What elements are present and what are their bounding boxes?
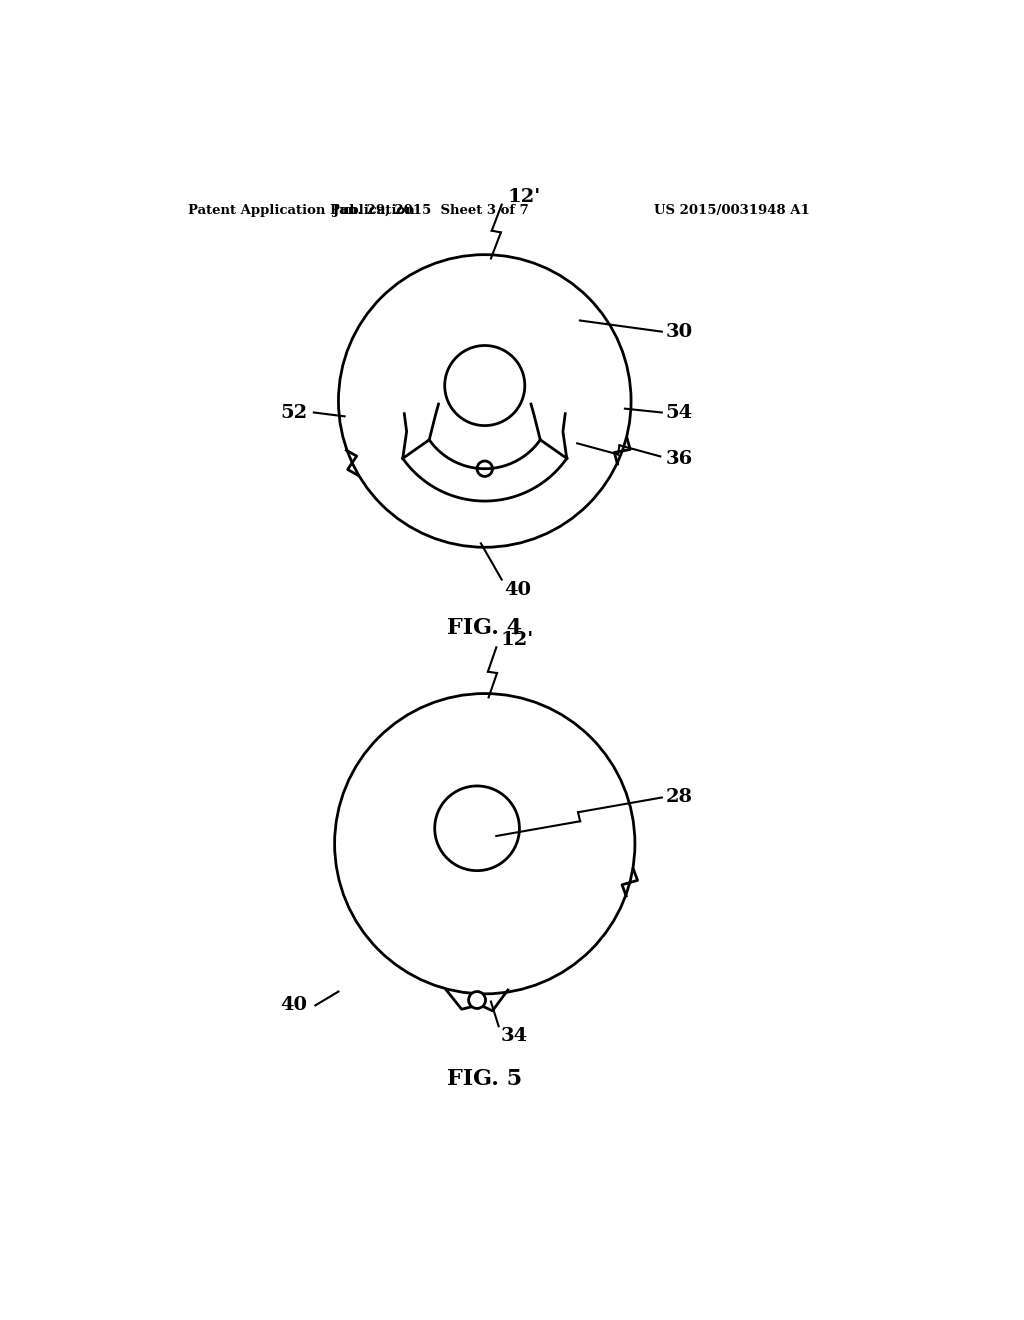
Text: 36: 36: [666, 450, 693, 467]
Text: 54: 54: [666, 404, 693, 421]
Text: 12': 12': [500, 631, 534, 648]
Text: 52: 52: [281, 404, 308, 421]
Text: US 2015/0031948 A1: US 2015/0031948 A1: [654, 205, 810, 218]
Text: 12': 12': [508, 187, 541, 206]
Text: 40: 40: [504, 581, 531, 598]
Text: Patent Application Publication: Patent Application Publication: [188, 205, 415, 218]
Text: 34: 34: [500, 1027, 527, 1045]
Text: 30: 30: [666, 322, 693, 341]
Text: 28: 28: [666, 788, 692, 807]
Text: FIG. 4: FIG. 4: [447, 618, 522, 639]
Circle shape: [469, 991, 485, 1008]
Text: Jan. 29, 2015  Sheet 3 of 7: Jan. 29, 2015 Sheet 3 of 7: [333, 205, 528, 218]
Text: 40: 40: [281, 997, 307, 1014]
Text: FIG. 5: FIG. 5: [447, 1068, 522, 1089]
